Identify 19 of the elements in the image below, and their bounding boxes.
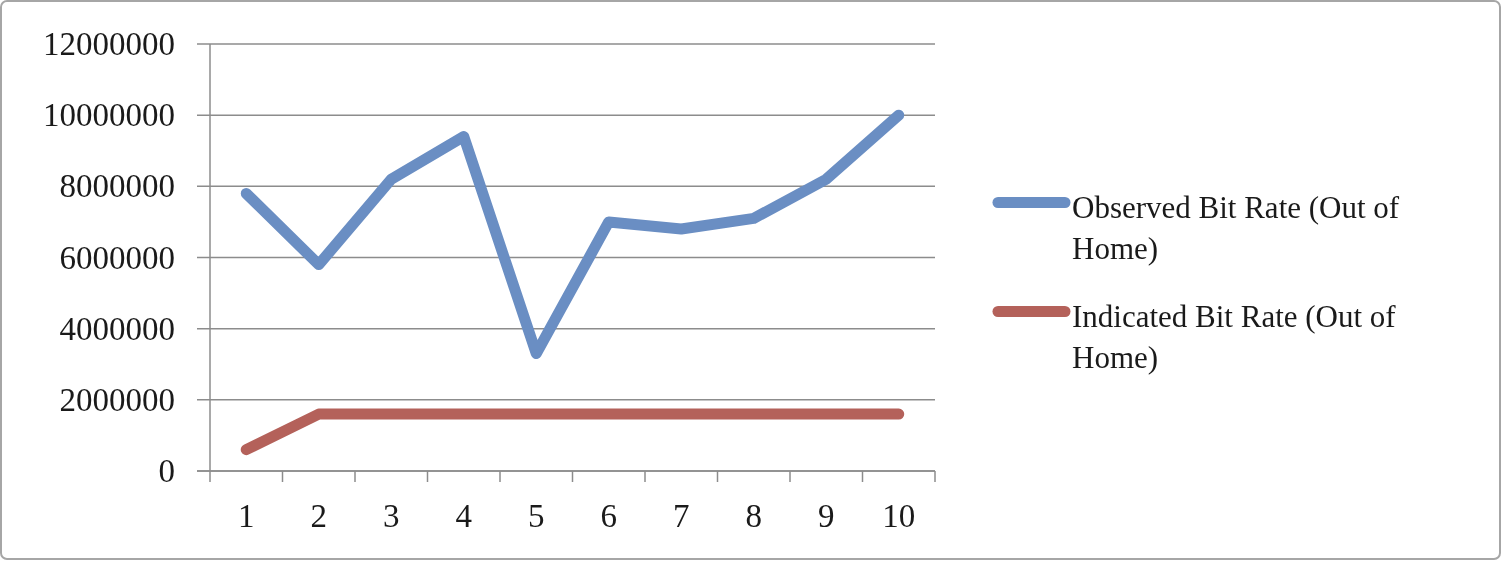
y-tick-label: 6000000 (59, 239, 175, 276)
x-tick-label: 1 (238, 498, 255, 534)
x-tick-label: 9 (818, 498, 835, 534)
y-tick-label: 4000000 (59, 310, 175, 347)
legend-label: Observed Bit Rate (Out of Home) (1072, 189, 1400, 266)
x-tick-label: 10 (882, 498, 916, 534)
x-tick-label: 2 (310, 498, 327, 534)
x-tick-label: 8 (745, 498, 762, 534)
x-tick-label: 5 (528, 498, 545, 534)
legend-label: Indicated Bit Rate (Out of Home) (1072, 298, 1397, 375)
x-tick-label: 3 (383, 498, 400, 534)
y-tick-label: 8000000 (59, 168, 175, 205)
y-tick-label: 0 (158, 453, 175, 489)
x-tick-label: 7 (673, 498, 690, 534)
x-tick-label: 4 (455, 498, 472, 534)
y-tick-label: 2000000 (59, 381, 175, 418)
x-tick-label: 6 (600, 498, 617, 534)
y-tick-label: 10000000 (43, 97, 175, 134)
y-tick-label: 12000000 (43, 26, 175, 62)
